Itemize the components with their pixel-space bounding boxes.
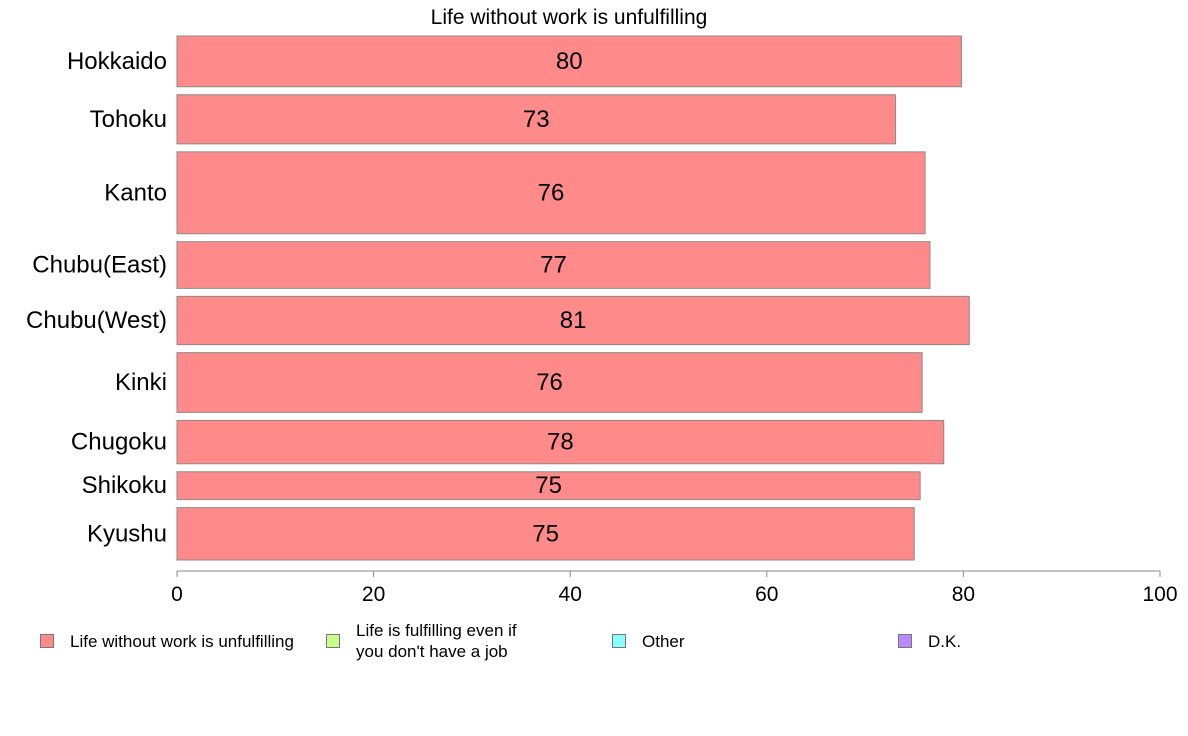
x-tick-label: 20 xyxy=(362,583,385,606)
bar xyxy=(176,419,945,465)
data-label: 80 xyxy=(556,48,583,75)
data-label: 76 xyxy=(538,179,565,206)
data-label: 77 xyxy=(540,252,567,279)
legend-item: Other xyxy=(612,620,685,662)
legend: Life without work is unfulfilling Life is… xyxy=(0,620,1188,670)
legend-item: Life is fulfilling even if you don't hav… xyxy=(326,620,517,662)
category-label: Chubu(East) xyxy=(32,252,167,279)
legend-item: Life without work is unfulfilling xyxy=(40,620,294,662)
bar xyxy=(176,295,970,346)
bar xyxy=(176,35,962,88)
legend-label: Life is fulfilling even if you don't hav… xyxy=(356,621,517,661)
bar xyxy=(176,352,923,413)
category-label: Tohoku xyxy=(90,106,167,133)
category-label: Kanto xyxy=(104,179,167,206)
legend-label: Other xyxy=(642,631,685,651)
x-tick-label: 80 xyxy=(952,583,975,606)
data-label: 75 xyxy=(535,472,562,499)
x-tick-label: 60 xyxy=(755,583,778,606)
data-label: 76 xyxy=(536,369,563,396)
data-label: 75 xyxy=(532,520,559,547)
chart-title: Life without work is unfulfilling xyxy=(430,6,708,29)
data-label: 73 xyxy=(523,106,550,133)
data-label: 81 xyxy=(560,307,587,334)
x-tick-label: 100 xyxy=(1142,583,1177,606)
category-label: Kinki xyxy=(115,369,167,396)
legend-item: D.K. xyxy=(898,620,961,662)
x-tick-label: 0 xyxy=(171,583,183,606)
legend-swatch xyxy=(326,634,340,648)
category-label: Hokkaido xyxy=(67,48,167,75)
legend-swatch xyxy=(612,634,626,648)
legend-label: Life without work is unfulfilling xyxy=(70,631,294,651)
category-label: Chugoku xyxy=(71,429,167,456)
bar xyxy=(176,507,915,561)
x-tick-label: 40 xyxy=(559,583,582,606)
legend-swatch xyxy=(40,634,54,648)
legend-swatch xyxy=(898,634,912,648)
bar xyxy=(176,241,931,289)
bar-chart: Hokkaido 80 Tohoku 73 Kanto 76 Chubu(East) 77 Ch… xyxy=(26,35,1178,606)
bar xyxy=(176,151,926,235)
data-label: 78 xyxy=(547,429,574,456)
category-label: Chubu(West) xyxy=(26,307,167,334)
category-label: Shikoku xyxy=(82,472,167,499)
bar xyxy=(176,471,921,501)
bar xyxy=(176,94,897,145)
legend-label: D.K. xyxy=(928,631,962,651)
category-label: Kyushu xyxy=(87,520,167,547)
